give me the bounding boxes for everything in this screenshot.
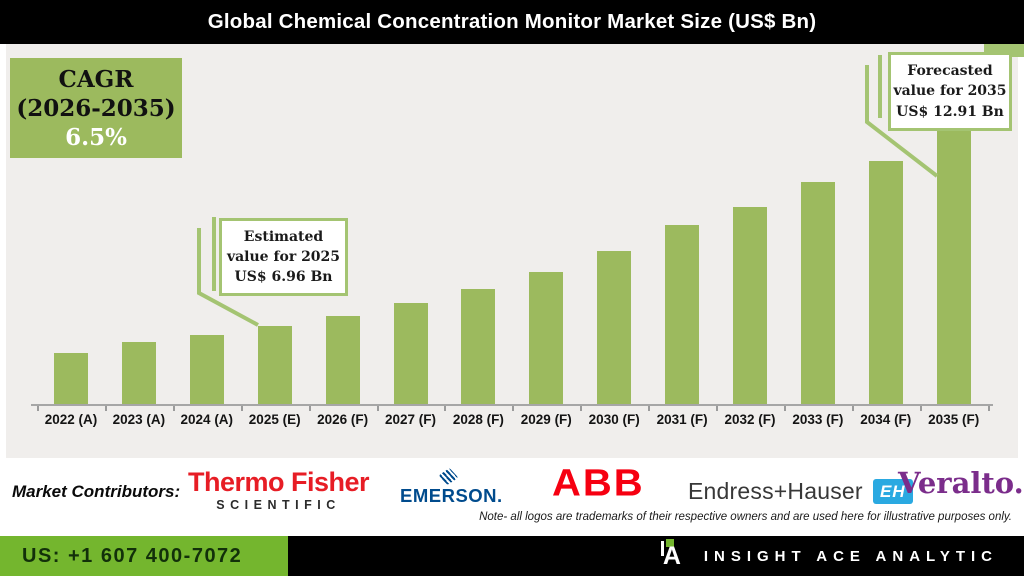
page-title: Global Chemical Concentration Monitor Ma…	[207, 10, 817, 33]
emerson-logo: EMERSON.	[400, 467, 503, 507]
cagr-period: (2026-2035)	[16, 94, 176, 122]
emerson-wordmark: EMERSON.	[400, 485, 503, 506]
callout-estimated: Estimated value for 2025 US$ 6.96 Bn	[219, 218, 348, 296]
bar	[189, 335, 224, 404]
axis-tick	[240, 406, 243, 411]
axis-tick	[308, 406, 311, 411]
bar	[121, 342, 156, 404]
x-axis-label: 2032 (F)	[724, 412, 776, 427]
x-axis-label: 2034 (F)	[860, 412, 912, 427]
axis-tick	[919, 406, 922, 411]
bar	[529, 272, 564, 404]
title-bar: Global Chemical Concentration Monitor Ma…	[0, 0, 1024, 44]
x-axis-label: 2028 (F)	[452, 412, 504, 427]
veralto-logo: Veralto.	[898, 466, 1024, 500]
emerson-diamond-icon	[438, 467, 458, 486]
bar	[733, 207, 767, 404]
x-axis-label: 2031 (F)	[656, 412, 708, 427]
footer: US: +1 607 400-7072 A INSIGHT ACE ANALYT…	[0, 536, 1024, 576]
axis-tick	[851, 406, 854, 411]
logo-accent-bar	[660, 541, 665, 556]
endress-hauser-logo: Endress+Hauser EH	[688, 476, 913, 506]
x-axis-label: 2024 (A)	[180, 412, 234, 427]
thermofisher-wordmark: Thermo Fisher	[188, 467, 370, 497]
callout-forecasted-line2: value for 2035	[893, 83, 1007, 100]
x-axis-label: 2030 (F)	[588, 412, 640, 427]
x-axis-label: 2033 (F)	[792, 412, 844, 427]
bar	[868, 161, 903, 404]
contributors-strip: Market Contributors: Thermo Fisher SCIEN…	[0, 458, 1024, 536]
bar	[461, 289, 496, 404]
callout-estimated-line2: value for 2025	[226, 248, 341, 265]
cagr-value: 6.5%	[65, 123, 127, 151]
x-axis-label: 2029 (F)	[520, 412, 572, 427]
estimated-connector	[197, 228, 259, 327]
bar	[257, 326, 292, 404]
abb-logo: ABB	[552, 462, 645, 504]
axis-tick	[172, 406, 175, 411]
axis-tick	[580, 406, 583, 411]
logo-letter: A	[662, 542, 681, 570]
callout-connector-lines	[197, 44, 1024, 327]
forecasted-connector	[865, 65, 939, 178]
bar	[597, 251, 632, 404]
cagr-label: CAGR	[58, 65, 134, 93]
x-axis-label: 2035 (F)	[928, 412, 980, 427]
x-axis-label: 2026 (F)	[317, 412, 369, 427]
axis-tick	[987, 406, 990, 411]
axis-tick	[716, 406, 718, 411]
x-axis-label: 2025 (E)	[248, 412, 301, 427]
axis-tick	[37, 406, 39, 411]
axis-tick	[104, 406, 107, 411]
x-axis-line	[31, 404, 993, 406]
axis-tick	[648, 406, 651, 411]
x-axis-label: 2023 (A)	[112, 412, 166, 427]
axis-tick	[444, 406, 447, 411]
bar	[325, 316, 360, 404]
axis-tick	[512, 406, 515, 411]
bar-plot: 2022 (A) 2023 (A) 2024 (A) 2025 (E) 2026 (F)…	[6, 44, 1018, 458]
endress-hauser-wordmark: Endress+Hauser	[688, 477, 863, 504]
bar	[54, 353, 88, 404]
axis-tick	[376, 406, 379, 411]
brand-name: INSIGHT ACE ANALYTIC	[703, 547, 998, 565]
thermofisher-scientific-text: SCIENTIFIC	[216, 498, 341, 512]
chart-area: CAGR (2026-2035) 6.5% 2022 (A) 2023 (A) 20…	[6, 44, 1024, 458]
phone-block: US: +1 607 400-7072	[0, 536, 288, 576]
x-axis-label: 2027 (F)	[384, 412, 437, 427]
insight-ace-logo: A	[654, 539, 684, 573]
bar	[665, 225, 700, 404]
callout-forecasted-line1: Forecasted	[907, 63, 993, 80]
trademark-note: Note- all logos are trademarks of their …	[479, 511, 1012, 523]
bar	[393, 303, 428, 404]
callout-forecasted: Forecasted value for 2035 US$ 12.91 Bn	[888, 52, 1012, 131]
market-contributors-label: Market Contributors:	[12, 482, 181, 501]
phone-number: US: +1 607 400-7072	[22, 544, 243, 567]
logo-green-dot	[665, 539, 674, 547]
bar	[936, 130, 971, 404]
axis-tick	[783, 406, 786, 411]
eh-badge-icon: EH	[872, 478, 913, 504]
callout-estimated-line1: Estimated	[243, 228, 324, 245]
callout-estimated-value: US$ 6.96 Bn	[234, 269, 333, 286]
callout-forecasted-value: US$ 12.91 Bn	[896, 103, 1004, 120]
x-axis-label: 2022 (A)	[44, 412, 98, 427]
brand-block: A INSIGHT ACE ANALYTIC	[288, 536, 1024, 576]
cagr-box: CAGR (2026-2035) 6.5%	[10, 58, 182, 158]
bar	[800, 182, 835, 404]
thermofisher-logo: Thermo Fisher SCIENTIFIC	[188, 467, 370, 513]
